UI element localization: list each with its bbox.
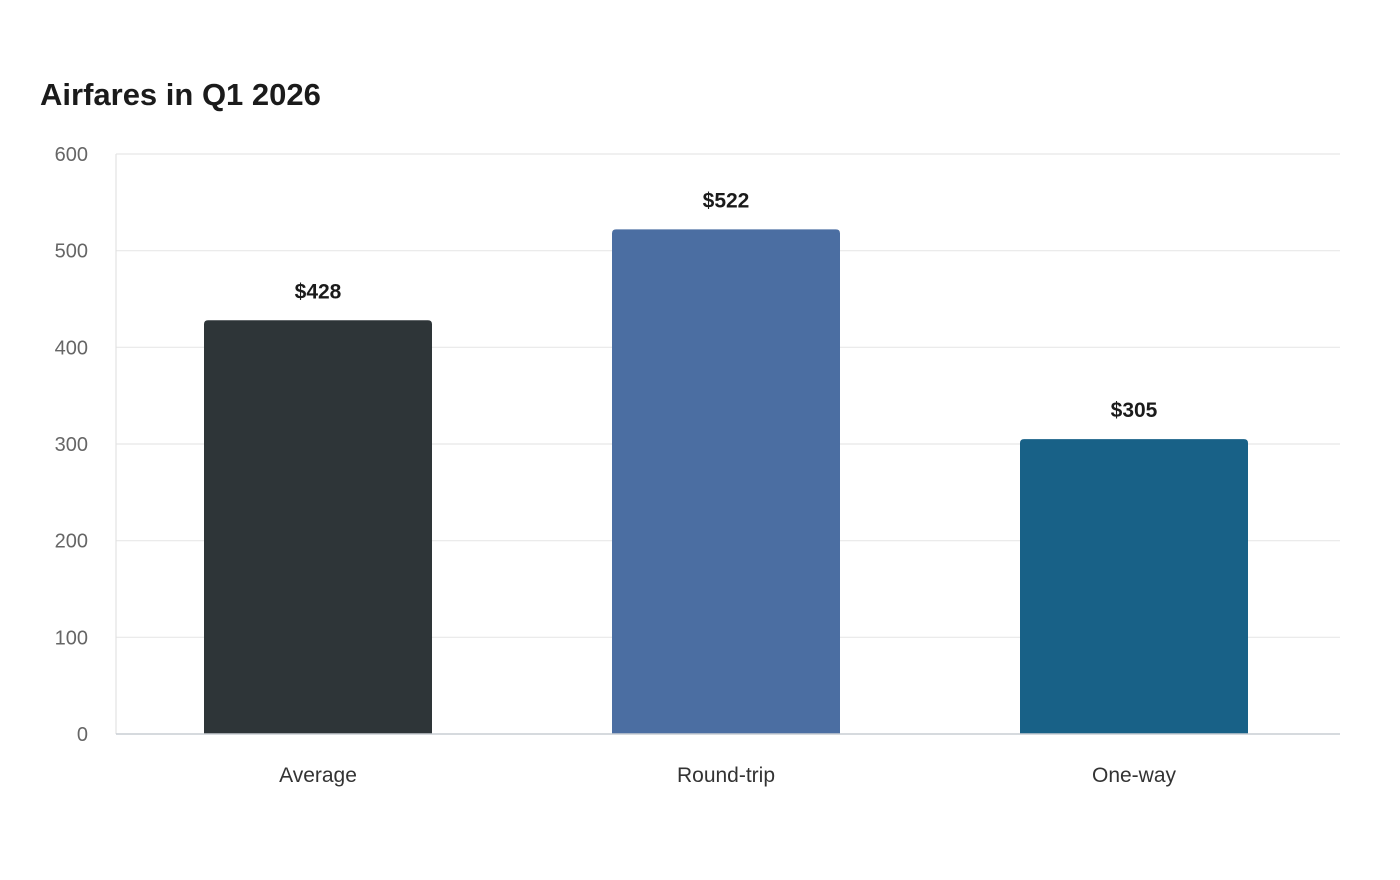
bars — [204, 229, 1248, 734]
data-labels: $428 $522 $305 — [295, 189, 1158, 422]
y-tick-label: 100 — [55, 627, 88, 649]
chart-title: Airfares in Q1 2026 — [40, 77, 321, 112]
y-tick-label: 300 — [55, 434, 88, 456]
y-tick-label: 500 — [55, 241, 88, 263]
x-tick-label: Round-trip — [677, 764, 775, 787]
data-label: $305 — [1111, 399, 1158, 422]
x-axis-ticks: Average Round-trip One-way — [279, 764, 1176, 787]
x-tick-label: One-way — [1092, 764, 1177, 787]
bar-one-way — [1020, 439, 1248, 734]
bar-average — [204, 320, 432, 734]
y-tick-label: 600 — [55, 144, 88, 166]
y-axis-ticks: 0 100 200 300 400 500 600 — [55, 144, 88, 746]
data-label: $522 — [703, 189, 750, 212]
y-tick-label: 200 — [55, 531, 88, 553]
y-tick-label: 0 — [77, 724, 88, 746]
data-label: $428 — [295, 280, 342, 303]
bar-round-trip — [612, 229, 840, 734]
x-tick-label: Average — [279, 764, 357, 787]
y-tick-label: 400 — [55, 337, 88, 359]
